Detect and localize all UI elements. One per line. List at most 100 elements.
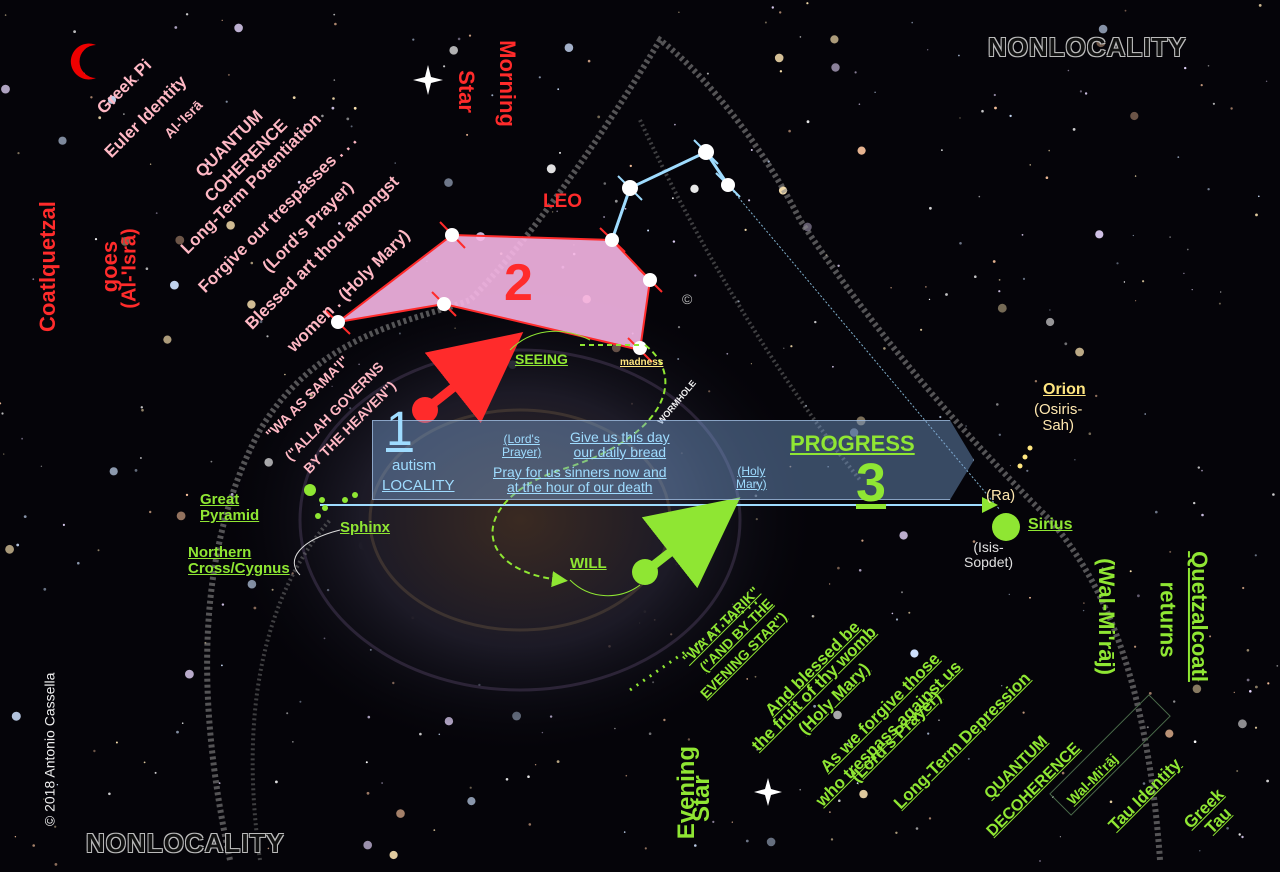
- star-dot: [767, 160, 770, 163]
- star-dot: [1132, 234, 1134, 237]
- star-dot: [303, 123, 306, 126]
- star-dot: [1177, 156, 1180, 159]
- star-dot: [891, 612, 894, 615]
- star-dot: [1230, 107, 1233, 110]
- star-dot: [1022, 277, 1026, 280]
- star-dot: [43, 587, 47, 591]
- star-dot: [996, 403, 999, 406]
- star-dot: [267, 847, 270, 850]
- star-dot: [992, 260, 996, 263]
- star-dot: [546, 164, 556, 174]
- star-dot: [929, 206, 932, 210]
- star-dot: [899, 531, 908, 540]
- star-dot: [978, 195, 981, 198]
- star-dot: [833, 710, 842, 720]
- star-dot: [1233, 691, 1236, 694]
- star-dot: [1034, 380, 1038, 383]
- star-dot: [1184, 66, 1187, 70]
- nonlocality-bottom-label: NONLOCALITY: [86, 828, 285, 858]
- star-dot: [790, 345, 793, 348]
- star-dot: [1009, 464, 1012, 467]
- star-dot: [1134, 175, 1137, 177]
- pyramid-line: Pyramid: [200, 506, 260, 524]
- star-dot: [297, 180, 301, 184]
- isis-line-1: (Isis-: [973, 539, 1004, 555]
- star-dot: [1046, 317, 1055, 327]
- star-dot: [1201, 469, 1203, 472]
- star-dot: [1084, 92, 1088, 95]
- lords-line-1: (Lord's: [503, 432, 540, 446]
- star-dot: [1258, 195, 1260, 198]
- star-dot: [828, 583, 831, 585]
- star-dot: [694, 274, 697, 277]
- star-dot: [4, 14, 7, 16]
- star-dot: [694, 844, 697, 847]
- coatlquetzal-label: Coatlquetzal: [34, 201, 60, 332]
- star-dot: [1246, 678, 1250, 682]
- returns-label: returns: [1155, 581, 1181, 658]
- star-dot: [1101, 567, 1104, 570]
- star-dot: [838, 799, 841, 802]
- star-dot: [746, 678, 748, 680]
- star-dot: [174, 26, 178, 29]
- star-dot: [895, 618, 899, 621]
- star-dot: [334, 22, 337, 26]
- sirius-dot: [992, 513, 1020, 541]
- osiris-label: (Osiris- Sah): [1034, 402, 1082, 434]
- star-dot: [394, 162, 396, 164]
- star-dot: [1197, 466, 1201, 469]
- star-dot: [647, 229, 650, 232]
- star-dot: [837, 566, 840, 570]
- star-dot: [1135, 300, 1137, 302]
- star-dot: [115, 741, 118, 744]
- star-dot: [986, 715, 989, 718]
- star-dot: [1265, 80, 1268, 83]
- star-dot: [3, 453, 5, 455]
- star-dot: [745, 839, 749, 843]
- star-dot: [1, 84, 10, 94]
- star-dot: [783, 347, 785, 349]
- star-dot: [779, 11, 782, 14]
- star-dot: [754, 675, 757, 678]
- copyright-label: © 2018 Antonio Cassella: [41, 672, 58, 827]
- holy-mary-line-2: Mary): [736, 476, 767, 491]
- star-dot: [1209, 635, 1212, 638]
- star-dot: [603, 216, 606, 218]
- star-dot: [226, 221, 235, 230]
- head-outline: [204, 35, 1163, 861]
- star-dot: [225, 100, 228, 103]
- star-dot: [206, 162, 209, 166]
- osiris-line-2: Sah): [1042, 416, 1074, 434]
- star-dot: [185, 13, 189, 16]
- red-origin-dot: [412, 397, 438, 423]
- star-dot: [624, 207, 627, 210]
- star-dot: [98, 116, 102, 120]
- star-dot: [1039, 860, 1041, 862]
- star-dot: [1218, 302, 1221, 305]
- pray-line-1: Pray for us sinners now and: [493, 464, 667, 480]
- star-dot: [1067, 69, 1070, 72]
- star-dot: [93, 749, 96, 753]
- star-dot: [938, 719, 940, 721]
- star-dot: [389, 850, 398, 860]
- star-dot: [227, 73, 230, 76]
- star-dot: [587, 59, 591, 63]
- star-dot: [911, 21, 913, 24]
- star-dot: [1095, 394, 1098, 398]
- star-dot: [895, 831, 898, 834]
- star-dot: [829, 811, 831, 813]
- star-dot: [286, 712, 289, 715]
- lords-line-2: Prayer): [502, 444, 542, 459]
- star-dot: [1116, 262, 1119, 265]
- star-dot: [298, 193, 301, 196]
- star-dot: [994, 106, 997, 110]
- star-dot: [748, 199, 751, 202]
- star-dot: [155, 212, 158, 215]
- pray-for-us-label: Pray for us sinners now and at the hour …: [493, 465, 667, 494]
- head-outline-inner: [250, 119, 862, 861]
- orion-label: Orion: [1043, 381, 1086, 398]
- star-dot: [467, 797, 476, 806]
- star-dot: [750, 149, 753, 151]
- star-dot: [185, 493, 189, 497]
